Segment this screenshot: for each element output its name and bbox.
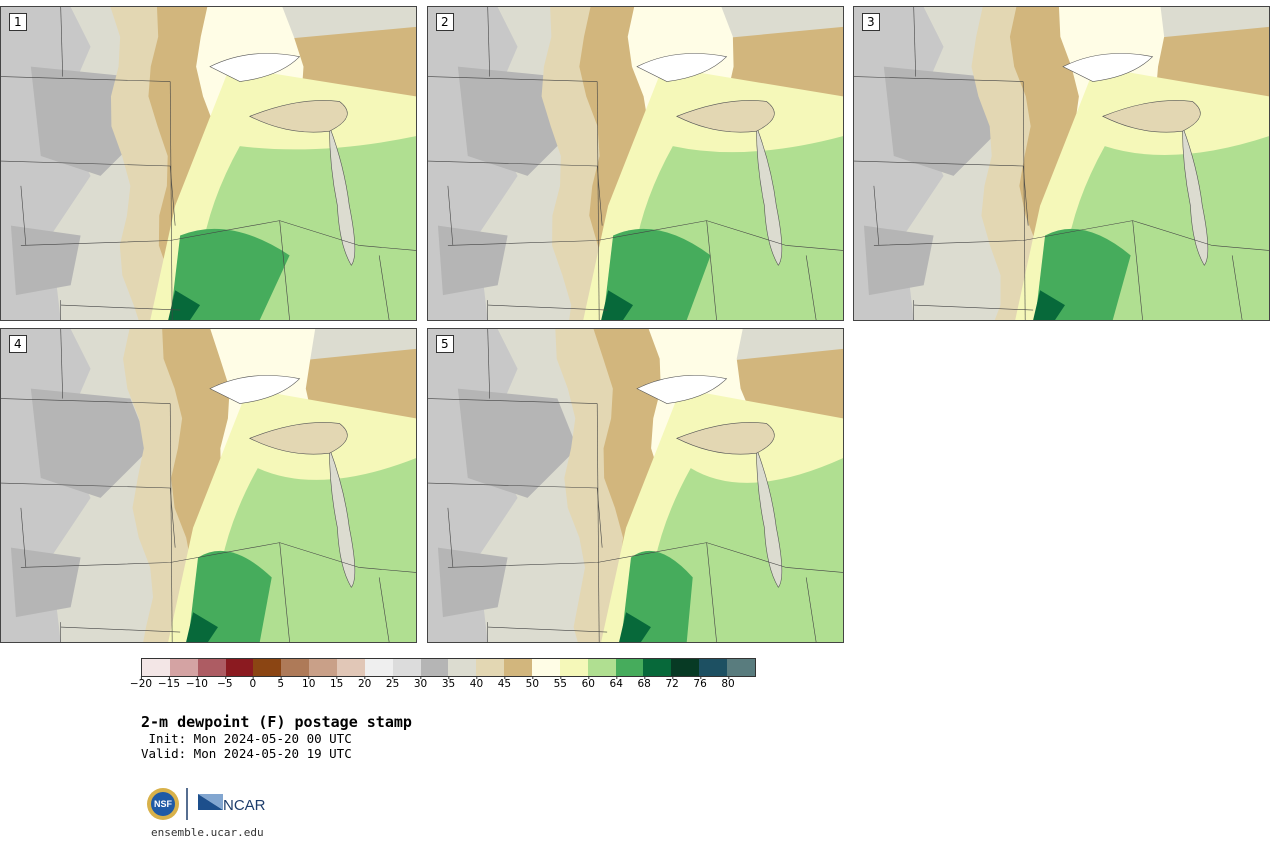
nsf-logo: NSF: [147, 788, 179, 820]
sponsor-logos: NSF NCAR: [147, 788, 266, 820]
colorbar-tick-label: 0: [249, 676, 257, 690]
colorbar-swatch: [643, 659, 672, 676]
colorbar-swatch: [699, 659, 728, 676]
chart-title: 2-m dewpoint (F) postage stamp: [141, 713, 412, 731]
colorbar-swatch: [671, 659, 700, 676]
map-panel-3: 3: [853, 6, 1270, 321]
ncar-logo: NCAR: [198, 794, 266, 814]
panel-number: 5: [436, 335, 454, 353]
colorbar-tick-label: 30: [413, 676, 428, 690]
site-url[interactable]: ensemble.ucar.edu: [151, 826, 264, 839]
valid-time: Valid: Mon 2024-05-20 19 UTC: [141, 746, 352, 761]
colorbar-tick-label: 35: [441, 676, 456, 690]
colorbar-tick-label: 45: [497, 676, 512, 690]
colorbar-swatch: [476, 659, 505, 676]
colorbar-tick-label: −15: [157, 676, 181, 690]
colorbar-tick-label: 50: [525, 676, 540, 690]
colorbar-tick-label: −5: [217, 676, 233, 690]
colorbar-tick-label: 10: [302, 676, 316, 690]
colorbar-tick-label: 76: [693, 676, 707, 690]
colorbar-tick-labels: −20 −15 −10 −5 0 5 10 15 20 25 30 35 40 45 50 55 60 64 68 7…: [130, 676, 756, 698]
dewpoint-map: [428, 329, 843, 642]
colorbar-swatch: [559, 659, 588, 676]
colorbar-swatch: [587, 659, 616, 676]
panel-number: 4: [9, 335, 27, 353]
panel-number: 3: [862, 13, 880, 31]
colorbar-swatch: [727, 659, 755, 676]
title-block: 2-m dewpoint (F) postage stamp Init: Mon…: [141, 713, 412, 761]
colorbar-swatch: [337, 659, 365, 676]
colorbar-swatch: [420, 659, 449, 676]
dewpoint-colorbar: [141, 658, 756, 677]
colorbar-swatch: [281, 659, 310, 676]
init-time: Init: Mon 2024-05-20 00 UTC: [141, 731, 352, 746]
colorbar-tick-label: 64: [609, 676, 623, 690]
ncar-logo-text: NCAR: [223, 797, 266, 814]
colorbar-tick-label: −10: [185, 676, 208, 690]
colorbar-tick-label: 15: [329, 676, 344, 690]
colorbar-swatch: [169, 659, 198, 676]
colorbar-tick-label: 20: [357, 676, 372, 690]
colorbar-tick-label: 68: [637, 676, 651, 690]
dewpoint-map: [428, 7, 843, 320]
colorbar-swatch: [225, 659, 254, 676]
panel-number: 1: [9, 13, 27, 31]
colorbar-tick-label: 55: [553, 676, 567, 690]
colorbar-tick-label: 5: [277, 676, 285, 690]
colorbar-swatch: [532, 659, 560, 676]
colorbar-tick-label: 72: [665, 676, 679, 690]
colorbar-swatch: [448, 659, 477, 676]
colorbar-swatch: [197, 659, 226, 676]
colorbar-swatch: [392, 659, 421, 676]
panel-number: 2: [436, 13, 454, 31]
colorbar-tick-label: 25: [385, 676, 400, 690]
colorbar-tick-label: −20: [129, 676, 153, 690]
map-panel-4: 4: [0, 328, 417, 643]
colorbar-tick-label: 60: [581, 676, 595, 690]
colorbar-swatch: [253, 659, 282, 676]
colorbar-swatch: [364, 659, 393, 676]
map-panel-5: 5: [427, 328, 844, 643]
map-panel-1: 1: [0, 6, 417, 321]
colorbar-swatch: [504, 659, 533, 676]
colorbar-swatch: [309, 659, 338, 676]
colorbar-swatch: [142, 659, 170, 676]
dewpoint-map: [1, 7, 416, 320]
colorbar-tick-label: 40: [469, 676, 484, 690]
dewpoint-map: [1, 329, 416, 642]
nsf-logo-text: NSF: [154, 799, 173, 809]
colorbar-tick-label: 80: [721, 676, 735, 690]
colorbar-swatch: [615, 659, 644, 676]
dewpoint-map: [854, 7, 1269, 320]
map-panel-2: 2: [427, 6, 844, 321]
